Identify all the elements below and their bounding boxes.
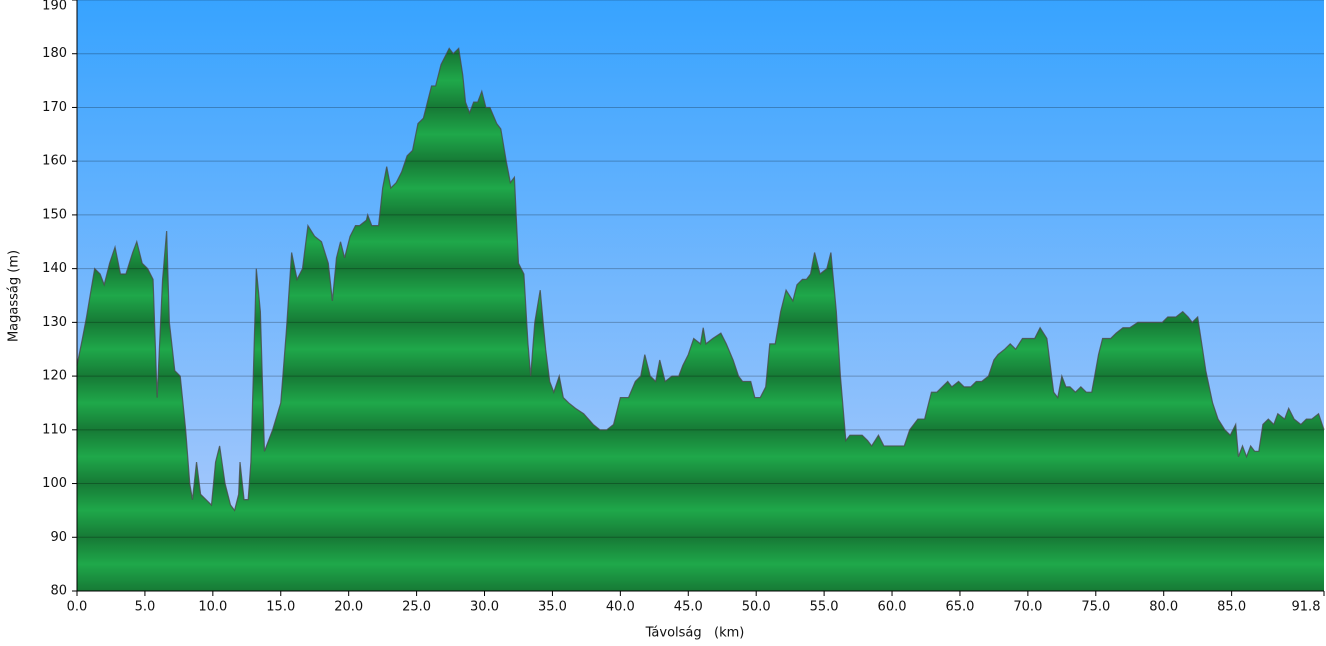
- y-tick-label: 180: [42, 46, 67, 61]
- y-tick-label: 120: [42, 369, 67, 384]
- x-tick-label: 65.0: [945, 600, 974, 615]
- y-tick-label: 100: [42, 476, 67, 491]
- y-tick-label: 190: [42, 0, 67, 14]
- x-tick-label: 25.0: [402, 600, 431, 615]
- x-tick-label: 85.0: [1217, 600, 1246, 615]
- x-tick-label: 45.0: [674, 600, 703, 615]
- x-tick-label: 10.0: [198, 600, 227, 615]
- x-tick-label: 0.0: [67, 600, 88, 615]
- y-tick-label: 160: [42, 154, 67, 169]
- y-tick-label: 140: [42, 261, 67, 276]
- x-tick-label: 75.0: [1081, 600, 1110, 615]
- y-axis-label: Magasság (m): [7, 250, 22, 342]
- y-tick-label: 150: [42, 207, 67, 222]
- x-tick-label: 70.0: [1013, 600, 1042, 615]
- x-tick-label: 50.0: [742, 600, 771, 615]
- x-tick-label: 91.8: [1292, 600, 1321, 615]
- x-tick-label: 15.0: [266, 600, 295, 615]
- line: [76, 47, 1325, 512]
- area-shading: [77, 48, 1324, 592]
- x-tick-label: 30.0: [470, 600, 499, 615]
- x-axis-label: Távolság (km): [645, 626, 745, 641]
- x-tick-label: 55.0: [810, 600, 839, 615]
- x-tick-label: 80.0: [1149, 600, 1178, 615]
- y-tick-label: 130: [42, 315, 67, 330]
- x-tick-label: 40.0: [606, 600, 635, 615]
- y-tick-label: 170: [42, 100, 67, 115]
- x-tick-label: 5.0: [135, 600, 156, 615]
- x-tick-label: 35.0: [538, 600, 567, 615]
- x-tick-label: 20.0: [334, 600, 363, 615]
- y-tick-label: 110: [42, 422, 67, 437]
- y-tick-label: 80: [50, 584, 67, 599]
- x-tick-label: 60.0: [878, 600, 907, 615]
- y-tick-label: 90: [50, 530, 67, 545]
